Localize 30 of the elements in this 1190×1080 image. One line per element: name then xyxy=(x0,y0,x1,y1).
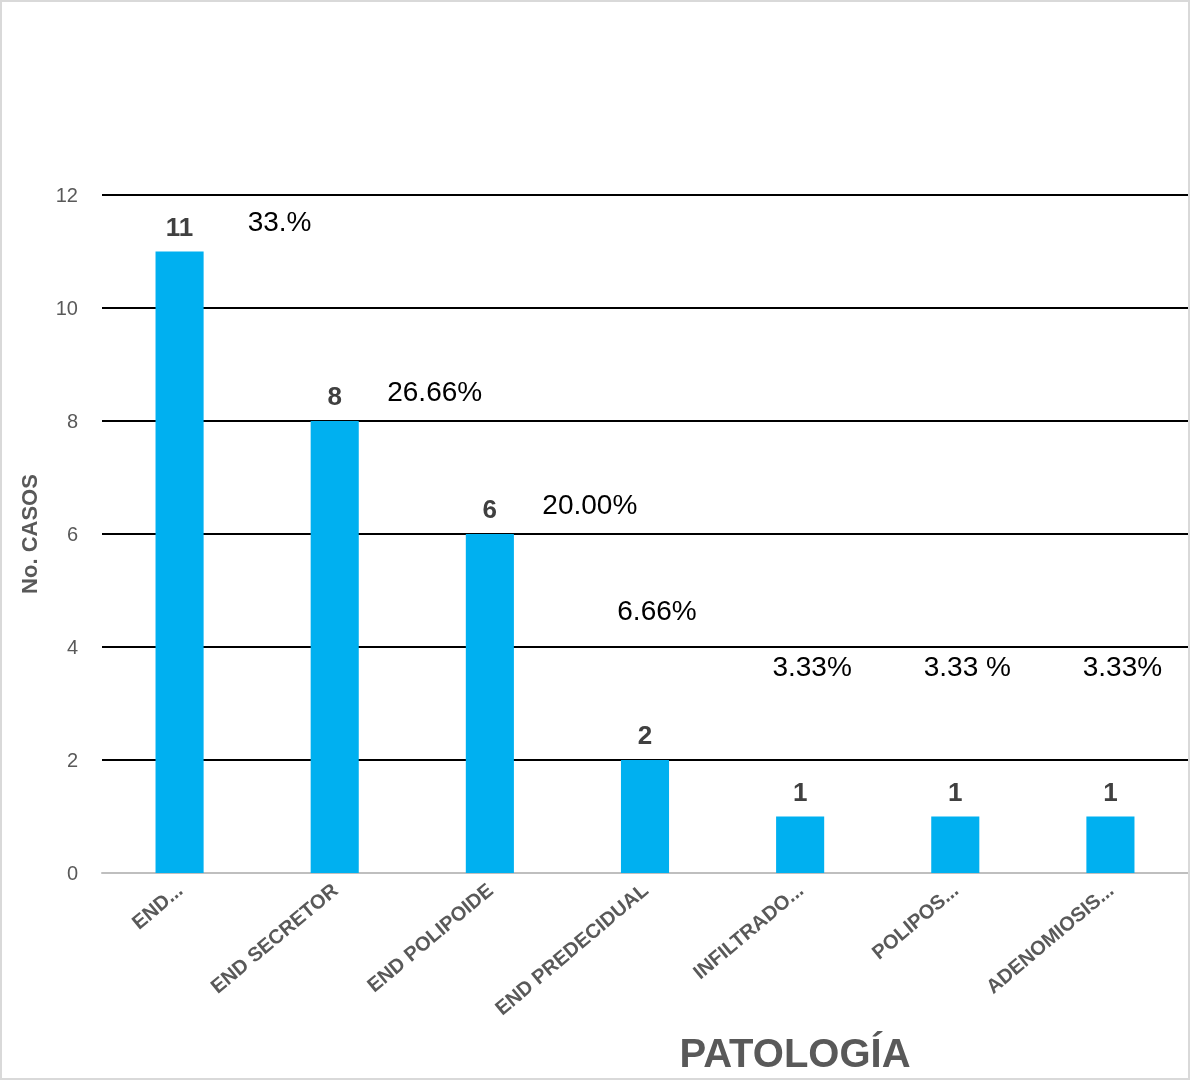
annotation: 33.% xyxy=(247,206,312,237)
y-tick-label: 6 xyxy=(66,523,78,545)
bar xyxy=(155,251,204,873)
bar xyxy=(1086,816,1135,873)
data-label: 1 xyxy=(1103,776,1118,807)
y-tick-label: 2 xyxy=(66,749,78,771)
bar xyxy=(776,816,825,873)
annotation: 20.00% xyxy=(542,488,638,520)
y-tick-label: 12 xyxy=(55,184,78,206)
annotation: 3.33 % xyxy=(923,651,1011,682)
annotation: 6.66% xyxy=(617,594,697,626)
data-label: 6 xyxy=(482,494,498,524)
y-tick-label: 4 xyxy=(66,636,78,658)
annotation: 26.66% xyxy=(387,375,483,407)
data-label: 8 xyxy=(327,381,342,411)
y-tick-label: 0 xyxy=(66,862,78,884)
y-tick-label: 10 xyxy=(55,297,78,319)
data-label: 11 xyxy=(165,211,194,242)
y-axis-title: No. CASOS xyxy=(16,474,42,594)
data-label: 2 xyxy=(637,720,653,750)
x-axis-title: PATOLOGÍA xyxy=(679,1031,911,1075)
y-tick-label: 8 xyxy=(66,410,78,432)
bar xyxy=(465,534,514,873)
annotation: 3.33% xyxy=(772,651,852,682)
data-label: 1 xyxy=(948,776,963,807)
bar xyxy=(931,816,980,873)
data-label: 1 xyxy=(792,776,808,807)
annotation: 3.33% xyxy=(1082,651,1163,682)
bar xyxy=(310,421,359,873)
bar xyxy=(620,760,670,873)
